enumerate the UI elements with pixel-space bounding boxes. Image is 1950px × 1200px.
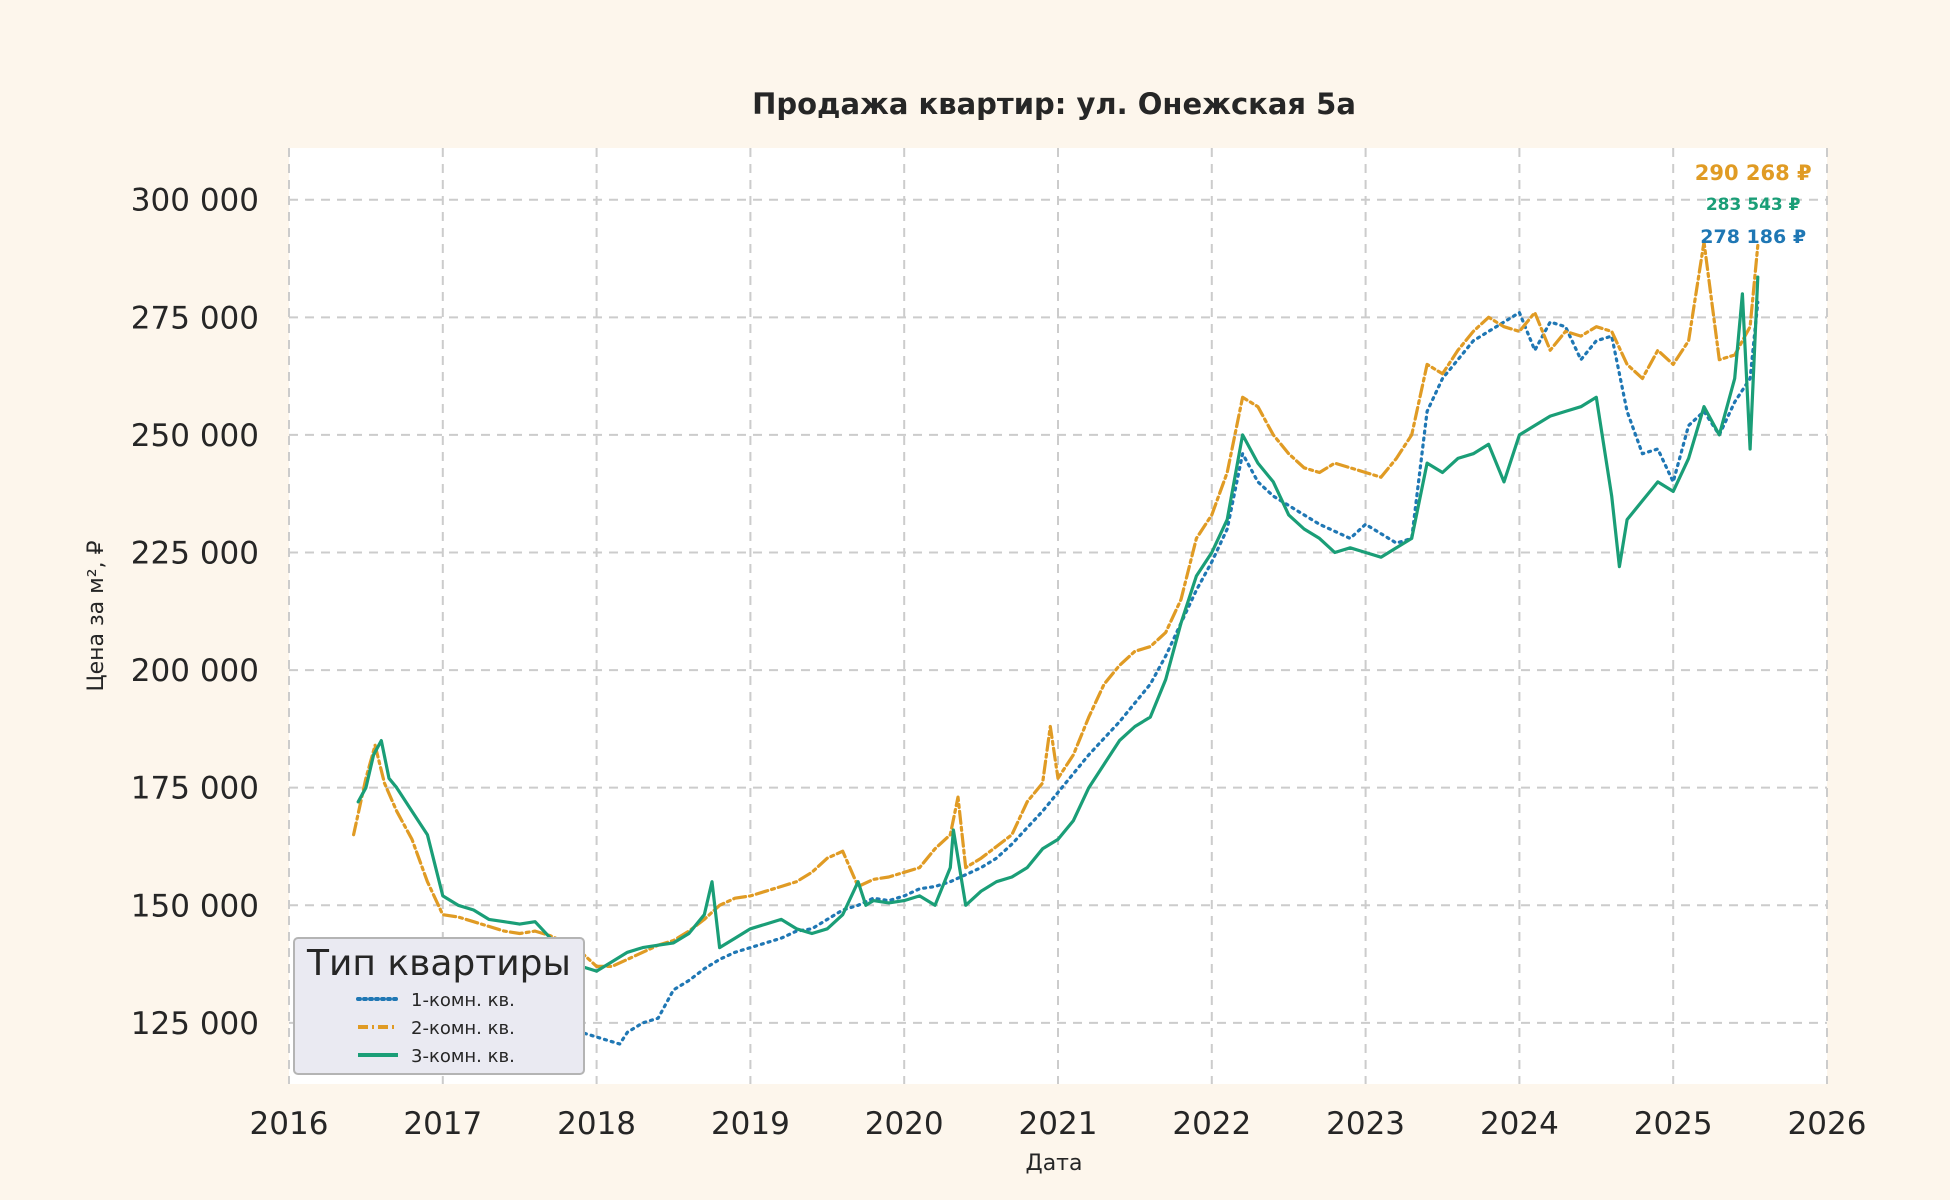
y-tick-label: 250 000 bbox=[131, 418, 259, 454]
x-tick-label: 2019 bbox=[711, 1106, 790, 1142]
x-tick-label: 2018 bbox=[557, 1106, 636, 1142]
legend: Тип квартиры 1-комн. кв. 2-комн. кв. 3-к… bbox=[293, 937, 585, 1075]
grid bbox=[288, 148, 1828, 1084]
legend-title: Тип квартиры bbox=[306, 943, 571, 984]
y-tick-label: 225 000 bbox=[131, 536, 259, 572]
series-line-1 bbox=[356, 300, 1760, 1046]
end-value-labels: 290 268 ₽ 283 543 ₽ 278 186 ₽ bbox=[1695, 161, 1812, 248]
legend-box bbox=[293, 937, 585, 1075]
end-value-label: 278 186 ₽ bbox=[1700, 226, 1806, 248]
chart-title: Продажа квартир: ул. Онежская 5а bbox=[752, 87, 1356, 121]
x-tick-label: 2021 bbox=[1019, 1106, 1098, 1142]
x-tick-label: 2017 bbox=[403, 1106, 482, 1142]
x-tick-label: 2020 bbox=[865, 1106, 944, 1142]
x-tick-label: 2024 bbox=[1480, 1106, 1559, 1142]
legend-label-1: 1-комн. кв. bbox=[411, 990, 515, 1011]
y-tick-label: 275 000 bbox=[131, 300, 259, 336]
y-tick-label: 300 000 bbox=[131, 183, 259, 219]
x-tick-labels: 2016 2017 2018 2019 2020 2021 2022 2023 2024 2025… bbox=[250, 1106, 1867, 1142]
x-axis-label: Дата bbox=[1026, 1151, 1083, 1176]
end-value-label: 290 268 ₽ bbox=[1695, 161, 1812, 185]
x-tick-label: 2016 bbox=[250, 1106, 329, 1142]
end-value-label: 283 543 ₽ bbox=[1706, 195, 1801, 215]
y-tick-label: 125 000 bbox=[131, 1006, 259, 1042]
y-tick-label: 200 000 bbox=[131, 653, 259, 689]
y-tick-label: 175 000 bbox=[131, 771, 259, 807]
y-tick-labels: 125 000 150 000 175 000 200 000 225 000 250 0… bbox=[131, 183, 259, 1042]
y-tick-label: 150 000 bbox=[131, 888, 259, 924]
legend-label-2: 2-комн. кв. bbox=[411, 1018, 515, 1039]
legend-label-3: 3-комн. кв. bbox=[411, 1046, 515, 1067]
x-tick-label: 2023 bbox=[1326, 1106, 1405, 1142]
x-tick-label: 2022 bbox=[1172, 1106, 1251, 1142]
y-axis-label: Цена за м², ₽ bbox=[84, 540, 109, 691]
x-tick-label: 2026 bbox=[1788, 1106, 1867, 1142]
x-tick-label: 2025 bbox=[1634, 1106, 1713, 1142]
